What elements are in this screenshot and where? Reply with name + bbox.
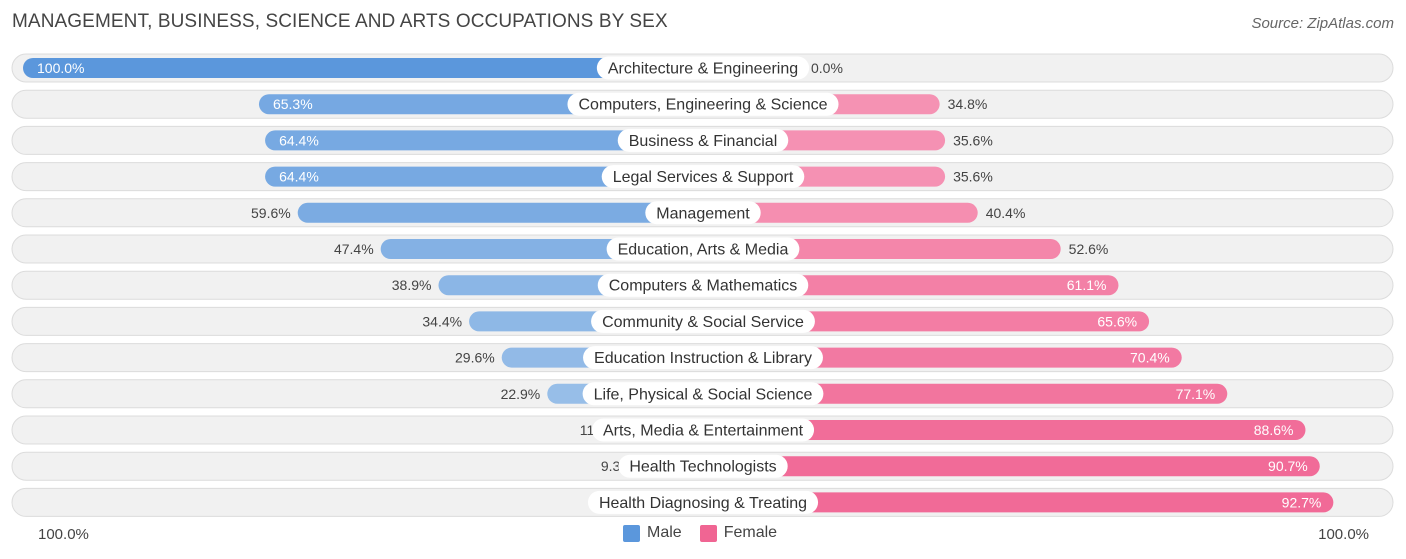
category-pill <box>606 237 800 261</box>
bar-row[interactable]: 11.4%88.6%Arts, Media & Entertainment <box>11 415 1394 445</box>
category-label: Health Technologists <box>629 459 776 476</box>
category-label: Community & Social Service <box>602 314 804 331</box>
female-value-label: 88.6% <box>1254 422 1294 438</box>
male-value-label: 22.9% <box>501 386 541 402</box>
category-pill <box>582 382 824 406</box>
male-value-label: 34.4% <box>422 313 462 329</box>
female-bar <box>703 311 1150 332</box>
female-value-label: 0.0% <box>811 60 843 76</box>
category-pill <box>596 56 810 80</box>
category-pill <box>617 128 789 152</box>
male-value-label: 38.9% <box>392 277 432 293</box>
category-pill <box>645 201 761 225</box>
source-label: Source: ZipAtlas.com <box>1251 15 1394 32</box>
bar-row[interactable]: 65.3% 34.8% Computers, Engineering & Scien… <box>11 89 1394 119</box>
bar-row[interactable]: 7.3%92.7%Health Diagnosing & Treating <box>11 487 1394 517</box>
female-value-label: 52.6% <box>1069 241 1109 257</box>
category-label: Health Diagnosing & Treating <box>599 495 807 512</box>
male-value-label: 29.6% <box>455 350 495 366</box>
category-label: Education Instruction & Library <box>594 350 812 367</box>
male-bar <box>265 166 703 187</box>
female-bar <box>703 202 978 223</box>
male-value-label: 64.4% <box>279 132 319 148</box>
category-label: Computers & Mathematics <box>609 278 798 295</box>
bar-row[interactable]: 64.4% 35.6% Legal Services & Support <box>11 162 1394 192</box>
legend-item-female[interactable]: Female <box>699 524 778 542</box>
female-bar <box>703 420 1306 440</box>
legend: Male Female <box>623 524 795 542</box>
category-label: Management <box>656 205 750 222</box>
male-value-label: 59.6% <box>251 205 291 221</box>
category-pill <box>567 92 839 116</box>
female-value-label: 90.7% <box>1268 458 1308 474</box>
bar-row[interactable]: 59.6% 40.4% Management <box>11 198 1394 228</box>
female-value-label: 40.4% <box>986 205 1026 221</box>
category-pill <box>587 490 819 514</box>
male-value-label: 65.3% <box>273 96 313 112</box>
legend-swatch-male <box>623 524 640 542</box>
bar-row[interactable]: 64.4% 35.6% Business & Financial <box>11 125 1394 155</box>
male-bar <box>265 130 703 151</box>
female-bar <box>703 456 1320 477</box>
female-value-label: 92.7% <box>1282 494 1322 510</box>
male-bar <box>23 58 703 78</box>
bar-row[interactable]: 22.9% 77.1% Life, Physical & Social Scienc… <box>11 379 1394 409</box>
female-value-label: 65.6% <box>1097 313 1137 329</box>
female-value-label: 61.1% <box>1067 277 1107 293</box>
category-pill <box>591 418 815 442</box>
category-label: Business & Financial <box>629 133 778 150</box>
axis-right-label: 100.0% <box>1318 526 1369 543</box>
female-value-label: 35.6% <box>953 132 993 148</box>
bar-row[interactable]: 47.4% 52.6% Education, Arts & Media <box>11 234 1394 264</box>
axis-left-label: 100.0% <box>38 526 89 543</box>
category-label: Education, Arts & Media <box>618 242 789 259</box>
legend-label-female: Female <box>723 524 778 541</box>
category-label: Life, Physical & Social Science <box>594 386 813 403</box>
category-label: Computers, Engineering & Science <box>578 97 827 114</box>
category-pill <box>597 273 809 297</box>
male-bar <box>297 202 703 223</box>
bar-row[interactable]: 9.3% 90.7%Health Technologists <box>11 451 1394 481</box>
male-value-label: 64.4% <box>279 169 319 185</box>
category-pill <box>618 454 788 478</box>
category-pill <box>591 309 815 333</box>
category-label: Arts, Media & Entertainment <box>603 423 804 440</box>
bar-row[interactable]: 100.0% 0.0% Architecture & Engineering <box>11 53 1394 83</box>
male-value-label: 100.0% <box>37 60 84 76</box>
category-pill <box>601 165 805 189</box>
bar-row[interactable]: 38.9% 61.1% Computers & Mathematics <box>11 270 1394 300</box>
male-value-label: 47.4% <box>334 241 374 257</box>
female-bar <box>703 492 1334 513</box>
chart-title: MANAGEMENT, BUSINESS, SCIENCE AND ARTS O… <box>12 11 668 32</box>
category-label: Architecture & Engineering <box>608 61 798 78</box>
female-value-label: 70.4% <box>1130 350 1170 366</box>
legend-label-male: Male <box>647 524 682 541</box>
female-value-label: 34.8% <box>948 96 988 112</box>
category-pill <box>583 346 823 370</box>
female-value-label: 77.1% <box>1176 386 1216 402</box>
bar-row[interactable]: 34.4% 65.6% Community & Social Service <box>11 306 1394 336</box>
legend-swatch-female <box>699 524 717 542</box>
female-bar <box>703 383 1228 404</box>
bar-row[interactable]: 29.6% 70.4% Education Instruction & Librar… <box>11 343 1394 373</box>
female-value-label: 35.6% <box>953 169 993 185</box>
female-bar <box>703 347 1182 368</box>
category-label: Legal Services & Support <box>613 169 794 186</box>
legend-item-male[interactable]: Male <box>623 524 682 542</box>
